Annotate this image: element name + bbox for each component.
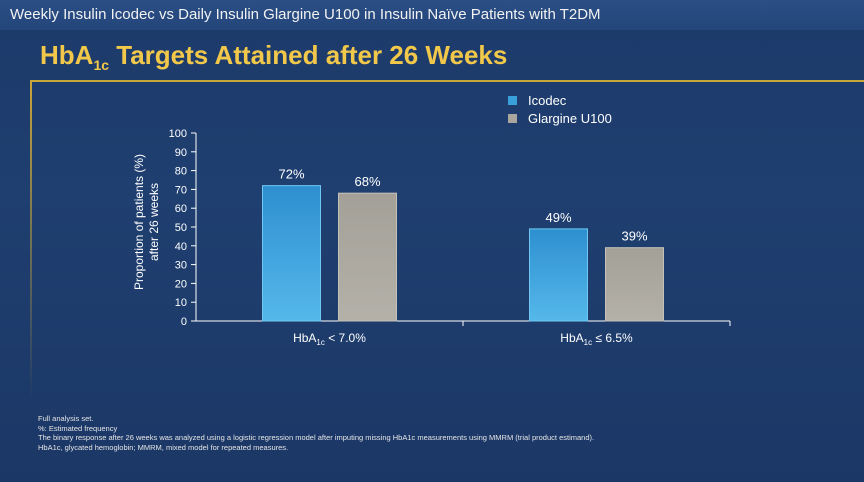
footnote-4: HbA1c, glycated hemoglobin; MMRM, mixed … [38, 442, 289, 452]
gold-divider-horizontal [30, 80, 864, 82]
y-tick-label-80: 80 [175, 166, 187, 178]
y-tick-label-30: 30 [175, 260, 187, 272]
y-tick-label-70: 70 [175, 184, 187, 196]
y-axis-label-line-1: Proportion of patients (%) [132, 154, 146, 290]
data-label-glargine-0: 68% [354, 174, 380, 189]
footnote-1: Full analysis set. [38, 414, 94, 423]
bar-icodec-1 [529, 228, 588, 322]
title-subscript: 1c [93, 57, 110, 74]
y-axis-label-line-2: after 26 weeks [147, 183, 161, 261]
y-tick-label-20: 20 [175, 278, 187, 290]
y-tick-label-60: 60 [175, 203, 187, 215]
slide-title: HbA1c Targets Attained after 26 Weeks [40, 40, 507, 73]
legend-swatch-icodec [508, 96, 517, 105]
x-category-label-0: HbA1c < 7.0% [293, 331, 366, 347]
bar-chart: 0 10 20 30 40 50 60 70 80 90 100 Proportion of pati… [132, 93, 664, 347]
title-main: HbA [40, 40, 94, 70]
y-tick-label-100: 100 [169, 128, 187, 140]
bar-icodec-0 [262, 185, 321, 322]
x-category-label-1: HbA1c ≤ 6.5% [560, 331, 633, 347]
header-band [0, 0, 864, 30]
bar-glargine-0 [338, 192, 397, 322]
gold-divider-vertical [30, 80, 32, 400]
data-label-glargine-1: 39% [621, 229, 647, 244]
legend-swatch-glargine [508, 114, 517, 123]
title-rest: Targets Attained after 26 Weeks [109, 40, 508, 70]
y-tick-label-0: 0 [181, 316, 187, 328]
y-tick-label-10: 10 [175, 297, 187, 309]
footnote-3: The binary response after 26 weeks was a… [38, 433, 595, 442]
y-tick-label-40: 40 [175, 241, 187, 253]
footnote-2: %: Estimated frequency [38, 423, 118, 433]
y-tick-label-50: 50 [175, 222, 187, 234]
footnotes: Full analysis set. %: Estimated frequenc… [38, 414, 594, 452]
slide-supertitle: Weekly Insulin Icodec vs Daily Insulin G… [10, 6, 601, 23]
legend-label-glargine: Glargine U100 [528, 111, 612, 126]
legend-label-icodec: Icodec [528, 93, 567, 108]
y-tick-label-90: 90 [175, 147, 187, 159]
bar-glargine-1 [605, 247, 664, 322]
data-label-icodec-1: 49% [545, 210, 571, 225]
data-label-icodec-0: 72% [278, 167, 304, 182]
